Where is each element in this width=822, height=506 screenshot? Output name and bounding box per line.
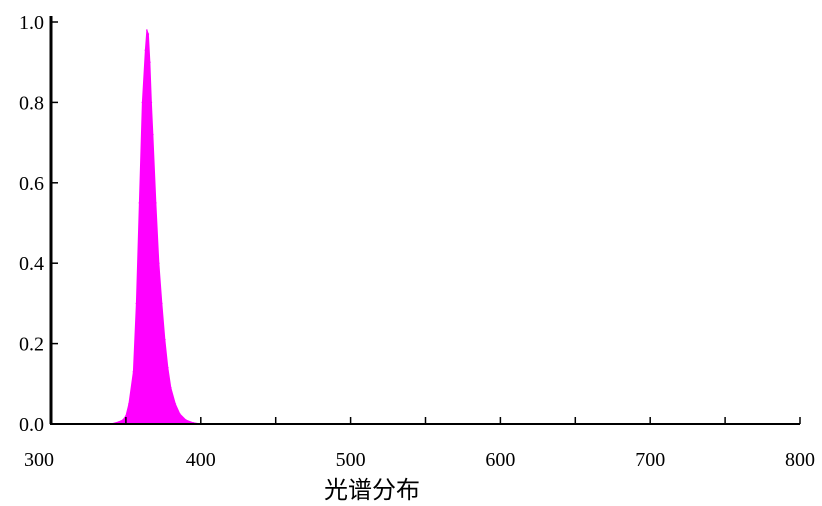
x-tick-label: 400 <box>186 449 216 471</box>
spectrum-point <box>149 61 151 63</box>
y-tick-label: 0.2 <box>19 334 44 356</box>
spectrum-point <box>155 202 157 204</box>
spectrum-point <box>136 303 138 305</box>
spectrum-point <box>152 134 154 136</box>
spectrum-point <box>179 413 181 415</box>
y-tick-label: 0.6 <box>19 173 44 195</box>
spectrum-point <box>145 49 147 51</box>
spectrum-point <box>128 403 130 405</box>
x-tick-label: 500 <box>336 449 366 471</box>
spectrum-point <box>142 102 144 104</box>
spectrum-point <box>185 419 187 421</box>
spectrum-point <box>161 303 163 305</box>
spectrum-point <box>122 419 124 421</box>
y-tick-label: 0.4 <box>19 253 44 275</box>
x-tick-label: 800 <box>785 449 815 471</box>
spectrum-point <box>146 29 148 31</box>
spectrum-point <box>125 415 127 417</box>
x-tick-label: 600 <box>485 449 515 471</box>
x-axis-title: 光谱分布 <box>324 476 420 504</box>
spectrum-point <box>175 403 177 405</box>
spectrum-point <box>164 339 166 341</box>
y-tick-label: 0.8 <box>19 92 44 114</box>
y-tick-label: 0.0 <box>19 414 44 436</box>
spectrum-area <box>111 30 201 424</box>
spectrum-point <box>148 33 150 35</box>
x-tick-label: 700 <box>635 449 665 471</box>
spectrum-point <box>167 367 169 369</box>
spectrum-point <box>139 202 141 204</box>
spectrum-point <box>133 371 135 373</box>
spectrum-point <box>151 102 153 104</box>
x-tick-label: 300 <box>24 449 54 471</box>
spectrum-point <box>170 387 172 389</box>
y-tick-label: 1.0 <box>19 12 44 34</box>
spectrum-point <box>118 421 120 423</box>
spectrum-point <box>158 262 160 264</box>
